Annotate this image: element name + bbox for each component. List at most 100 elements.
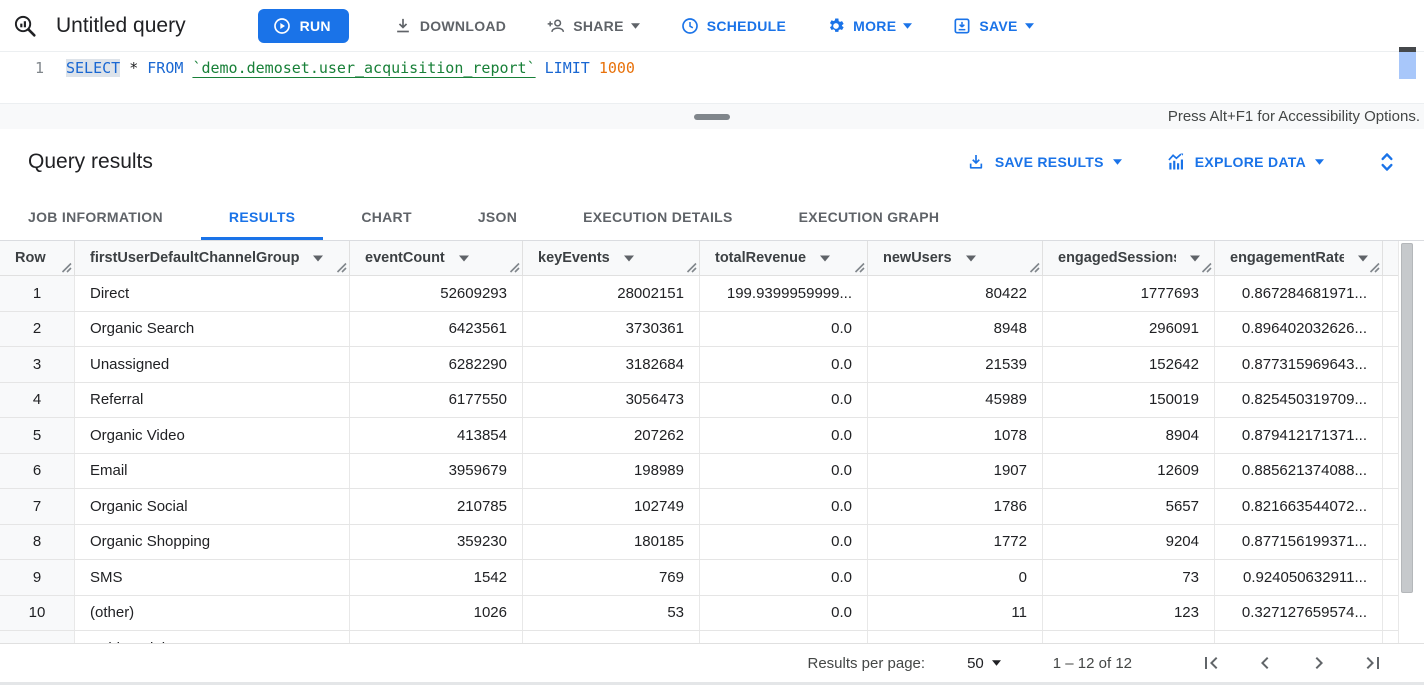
cell-engagedSessions[interactable]: 6 <box>1043 631 1215 643</box>
column-menu-caret-icon[interactable] <box>820 255 831 262</box>
column-resize-handle[interactable] <box>854 262 865 273</box>
cell-eventCount[interactable]: 210785 <box>350 489 523 524</box>
cell-totalRevenue[interactable]: 0.0 <box>700 631 868 643</box>
column-header-keyEvents[interactable]: keyEvents <box>523 241 700 275</box>
save-button[interactable]: SAVE <box>942 8 1043 44</box>
row-number-cell[interactable]: 2 <box>0 311 75 346</box>
row-number-cell[interactable]: 4 <box>0 382 75 417</box>
column-resize-handle[interactable] <box>686 262 697 273</box>
tab-execution-graph[interactable]: EXECUTION GRAPH <box>798 209 940 225</box>
column-menu-caret-icon[interactable] <box>1358 255 1368 262</box>
cell-eventCount[interactable]: 1542 <box>350 560 523 595</box>
cell-keyEvents[interactable]: 207262 <box>523 418 700 453</box>
column-resize-handle[interactable] <box>1369 262 1380 273</box>
column-resize-handle[interactable] <box>61 262 72 273</box>
cell-totalRevenue[interactable]: 0.0 <box>700 453 868 488</box>
cell-engagedSessions[interactable]: 8904 <box>1043 418 1215 453</box>
cell-engagedSessions[interactable]: 152642 <box>1043 347 1215 382</box>
cell-newUsers[interactable]: 0 <box>868 560 1043 595</box>
column-header-newUsers[interactable]: newUsers <box>868 241 1043 275</box>
cell-engagementRate[interactable]: 0.879412171371... <box>1215 418 1383 453</box>
cell-eventCount[interactable]: 6177550 <box>350 382 523 417</box>
cell-firstUserDefaultChannelGroup[interactable]: Referral <box>75 382 350 417</box>
share-button[interactable]: SHARE <box>536 8 650 44</box>
cell-eventCount[interactable]: 887 <box>350 631 523 643</box>
editor-scrollbar-thumb[interactable] <box>1399 52 1416 79</box>
cell-engagementRate[interactable]: 0.867284681971... <box>1215 276 1383 311</box>
cell-totalRevenue[interactable]: 0.0 <box>700 382 868 417</box>
cell-keyEvents[interactable]: 102749 <box>523 489 700 524</box>
cell-firstUserDefaultChannelGroup[interactable]: Paid Social <box>75 631 350 643</box>
cell-engagementRate[interactable]: 0.885621374088... <box>1215 453 1383 488</box>
row-number-cell[interactable]: 6 <box>0 453 75 488</box>
cell-eventCount[interactable]: 3959679 <box>350 453 523 488</box>
tab-results[interactable]: RESULTS <box>200 194 324 240</box>
cell-engagementRate[interactable]: 0.821663544072... <box>1215 489 1383 524</box>
cell-keyEvents[interactable]: 198989 <box>523 453 700 488</box>
cell-engagedSessions[interactable]: 296091 <box>1043 311 1215 346</box>
cell-eventCount[interactable]: 359230 <box>350 524 523 559</box>
cell-engagementRate[interactable]: 0.327127659574... <box>1215 595 1383 630</box>
sql-code-line[interactable]: SELECT * FROM `demo.demoset.user_acquisi… <box>56 52 635 103</box>
cell-keyEvents[interactable]: 769 <box>523 560 700 595</box>
cell-firstUserDefaultChannelGroup[interactable]: Organic Social <box>75 489 350 524</box>
first-page-button[interactable] <box>1198 650 1224 676</box>
cell-keyEvents[interactable]: 3182684 <box>523 347 700 382</box>
cell-newUsers[interactable]: 45989 <box>868 382 1043 417</box>
cell-newUsers[interactable]: 0 <box>868 631 1043 643</box>
cell-newUsers[interactable]: 1772 <box>868 524 1043 559</box>
cell-engagementRate[interactable]: 1.0 <box>1215 631 1383 643</box>
cell-engagementRate[interactable]: 0.877156199371... <box>1215 524 1383 559</box>
more-button[interactable]: MORE <box>816 8 922 44</box>
cell-firstUserDefaultChannelGroup[interactable]: SMS <box>75 560 350 595</box>
cell-eventCount[interactable]: 6282290 <box>350 347 523 382</box>
run-button[interactable]: RUN <box>257 8 349 43</box>
cell-eventCount[interactable]: 413854 <box>350 418 523 453</box>
cell-keyEvents[interactable]: 134 <box>523 631 700 643</box>
previous-page-button[interactable] <box>1252 650 1278 676</box>
splitter-drag-handle[interactable] <box>694 113 730 120</box>
cell-firstUserDefaultChannelGroup[interactable]: Unassigned <box>75 347 350 382</box>
cell-engagementRate[interactable]: 0.825450319709... <box>1215 382 1383 417</box>
row-number-cell[interactable]: 9 <box>0 560 75 595</box>
page-size-select[interactable]: 50 <box>967 655 1001 672</box>
cell-keyEvents[interactable]: 3730361 <box>523 311 700 346</box>
cell-firstUserDefaultChannelGroup[interactable]: Organic Shopping <box>75 524 350 559</box>
cell-eventCount[interactable]: 1026 <box>350 595 523 630</box>
cell-engagedSessions[interactable]: 9204 <box>1043 524 1215 559</box>
row-number-cell[interactable]: 8 <box>0 524 75 559</box>
tab-execution-details[interactable]: EXECUTION DETAILS <box>583 209 733 225</box>
column-menu-caret-icon[interactable] <box>313 255 324 262</box>
row-number-cell[interactable]: 1 <box>0 276 75 311</box>
sql-editor[interactable]: 1 SELECT * FROM `demo.demoset.user_acqui… <box>0 47 1424 103</box>
cell-newUsers[interactable]: 21539 <box>868 347 1043 382</box>
cell-eventCount[interactable]: 6423561 <box>350 311 523 346</box>
column-header-row[interactable]: Row <box>0 241 75 275</box>
cell-engagementRate[interactable]: 0.924050632911... <box>1215 560 1383 595</box>
cell-engagedSessions[interactable]: 1777693 <box>1043 276 1215 311</box>
tab-chart[interactable]: CHART <box>361 209 412 225</box>
cell-totalRevenue[interactable]: 0.0 <box>700 418 868 453</box>
cell-firstUserDefaultChannelGroup[interactable]: Organic Search <box>75 311 350 346</box>
column-menu-caret-icon[interactable] <box>965 255 976 262</box>
column-header-firstUserDefaultChannelGroup[interactable]: firstUserDefaultChannelGroup <box>75 241 350 275</box>
table-scrollbar-thumb[interactable] <box>1401 243 1413 593</box>
column-menu-caret-icon[interactable] <box>623 255 634 262</box>
row-number-cell[interactable]: 3 <box>0 347 75 382</box>
cell-firstUserDefaultChannelGroup[interactable]: Email <box>75 453 350 488</box>
cell-firstUserDefaultChannelGroup[interactable]: Direct <box>75 276 350 311</box>
save-results-button[interactable]: SAVE RESULTS <box>966 152 1122 172</box>
column-resize-handle[interactable] <box>509 262 520 273</box>
row-number-cell[interactable]: 7 <box>0 489 75 524</box>
cell-newUsers[interactable]: 80422 <box>868 276 1043 311</box>
row-number-cell[interactable]: 11 <box>0 631 75 643</box>
explore-data-button[interactable]: EXPLORE DATA <box>1166 152 1324 172</box>
row-number-cell[interactable]: 10 <box>0 595 75 630</box>
cell-engagementRate[interactable]: 0.896402032626... <box>1215 311 1383 346</box>
cell-keyEvents[interactable]: 3056473 <box>523 382 700 417</box>
column-menu-caret-icon[interactable] <box>1190 255 1200 262</box>
cell-totalRevenue[interactable]: 0.0 <box>700 347 868 382</box>
cell-engagedSessions[interactable]: 5657 <box>1043 489 1215 524</box>
column-header-totalRevenue[interactable]: totalRevenue <box>700 241 868 275</box>
column-header-engagementRate[interactable]: engagementRate <box>1215 241 1383 275</box>
